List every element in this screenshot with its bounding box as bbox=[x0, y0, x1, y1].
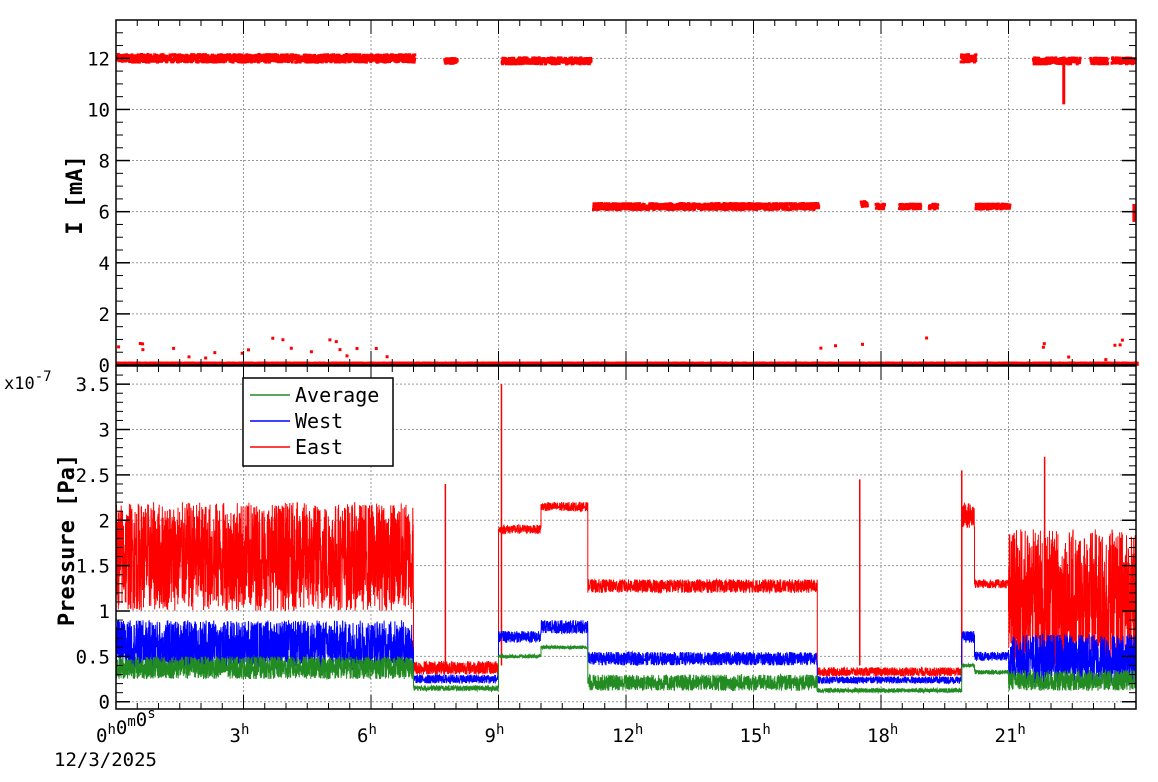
pressure-x-ticks bbox=[115, 366, 1137, 709]
current-y-tick-label: 0 bbox=[99, 355, 110, 377]
x-origin-label: 0h0m0s bbox=[96, 706, 156, 747]
pressure-data bbox=[115, 384, 1137, 695]
pressure-y-tick-label: 3 bbox=[99, 420, 110, 442]
x-origin-value: 0 bbox=[116, 717, 127, 739]
pressure-y-exponent-power: -7 bbox=[35, 369, 52, 385]
current-y-tick-label: 10 bbox=[87, 99, 110, 121]
pressure-y-tick-label: 0.5 bbox=[76, 646, 110, 668]
pressure-y-tick-label: 1.5 bbox=[76, 556, 110, 578]
pressure-y-tick-label: 3.5 bbox=[76, 374, 110, 396]
current-y-tick-label: 2 bbox=[99, 304, 110, 326]
x-origin-value: 0 bbox=[96, 725, 107, 747]
current-y-axis-title: I [mA] bbox=[63, 155, 88, 234]
series-east-line bbox=[115, 501, 1137, 678]
current-data bbox=[116, 53, 1139, 366]
legend-label-west: West bbox=[295, 409, 343, 433]
x-origin-value: 0 bbox=[136, 709, 147, 731]
pressure-y-ticks: 0 0.5 1 1.5 2 2.5 3 3.5 bbox=[76, 374, 1136, 714]
legend-box bbox=[242, 377, 394, 467]
x-tick-label: 21h bbox=[995, 722, 1026, 747]
pressure-y-exponent-base: x10 bbox=[4, 374, 35, 394]
legend-label-east: East bbox=[295, 435, 343, 459]
x-origin-unit: s bbox=[147, 706, 155, 722]
current-x-ticks bbox=[115, 20, 1137, 365]
pressure-y-tick-label: 2.5 bbox=[76, 465, 110, 487]
current-y-ticks: 0 2 4 6 8 10 12 bbox=[87, 32, 1136, 377]
x-tick-label: 18h bbox=[867, 722, 898, 747]
x-tick-label: 3h bbox=[230, 722, 250, 747]
current-y-tick-label: 6 bbox=[99, 202, 110, 224]
x-tick-label: 15h bbox=[740, 722, 771, 747]
pressure-y-exponent: x10-7 bbox=[4, 369, 52, 394]
pressure-y-tick-label: 0 bbox=[99, 692, 110, 714]
date-label: 12/3/2025 bbox=[54, 749, 157, 771]
current-markers bbox=[116, 53, 1139, 366]
current-grid bbox=[116, 20, 1136, 366]
pressure-panel: 0 0.5 1 1.5 2 2.5 3 3.5 Pressure [Pa] x10-7 Ave… bbox=[4, 365, 1137, 714]
x-origin-unit: m bbox=[127, 714, 135, 730]
x-tick-label: 6h bbox=[357, 722, 377, 747]
pressure-y-tick-label: 2 bbox=[99, 510, 110, 532]
x-tick-label: 9h bbox=[485, 722, 505, 747]
series-west-line bbox=[115, 620, 1137, 685]
x-origin-unit: h bbox=[107, 722, 115, 738]
series-average-line bbox=[115, 643, 1137, 695]
legend-label-average: Average bbox=[295, 383, 379, 407]
current-y-tick-label: 8 bbox=[99, 151, 110, 173]
pressure-y-tick-label: 1 bbox=[99, 601, 110, 623]
current-y-tick-label: 4 bbox=[99, 253, 110, 275]
pressure-y-axis-title: Pressure [Pa] bbox=[55, 454, 80, 626]
current-y-tick-label: 12 bbox=[87, 48, 110, 70]
current-panel: 0 2 4 6 8 10 12 I [mA] bbox=[63, 19, 1139, 377]
x-tick-label: 12h bbox=[612, 722, 643, 747]
